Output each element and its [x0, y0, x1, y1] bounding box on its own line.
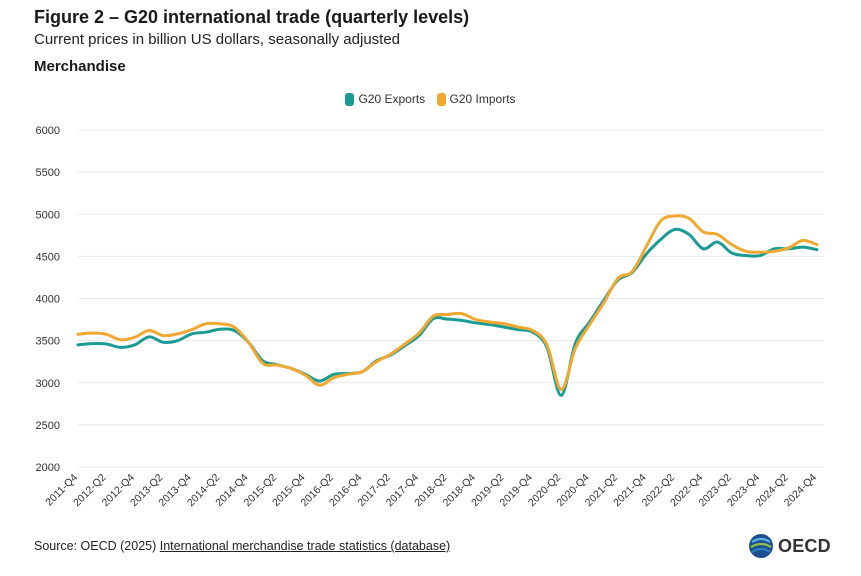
y-axis: 2000 2500 3000 3500 4000 4500 5000 5500 6000 [36, 125, 60, 474]
y-tick-label: 5000 [36, 209, 60, 221]
series-line-exports [76, 227, 819, 397]
legend-label-exports: G20 Exports [358, 92, 426, 106]
y-tick-label: 6000 [36, 125, 60, 137]
chart-subtitle: Current prices in billion US dollars, se… [34, 31, 401, 48]
line-chart: 2000 2500 3000 3500 4000 4500 5000 5500 6000 201… [36, 125, 824, 509]
source-link[interactable]: International merchandise trade statisti… [159, 539, 451, 553]
y-tick-label: 5500 [36, 167, 60, 179]
y-tick-label: 4500 [36, 251, 60, 263]
y-tick-label: 3000 [36, 378, 60, 390]
legend-swatch-imports [436, 92, 446, 106]
oecd-logo-text: OECD [778, 535, 831, 556]
source-prefix: Source: OECD (2025) [34, 539, 160, 553]
legend-swatch-exports [345, 92, 355, 106]
series-layer [76, 214, 819, 397]
chart-title: Figure 2 – G20 international trade (quar… [34, 7, 470, 27]
oecd-logo: OECD [748, 533, 831, 559]
grid-layer [78, 129, 824, 468]
y-tick-label: 2500 [36, 420, 60, 432]
legend-item-imports[interactable]: G20 Imports [436, 92, 516, 106]
legend-item-exports[interactable]: G20 Exports [345, 92, 425, 106]
x-axis: 2011-Q42012-Q22012-Q42013-Q22013-Q42014-… [43, 472, 819, 509]
y-tick-label: 2000 [36, 462, 60, 474]
y-tick-label: 4000 [36, 294, 60, 306]
chart-legend: G20 Exports G20 Imports [0, 92, 861, 109]
legend-label-imports: G20 Imports [449, 92, 516, 106]
series-line-imports [76, 214, 819, 391]
oecd-globe-icon [749, 534, 773, 558]
source-note: Source: OECD (2025) International mercha… [34, 539, 450, 553]
y-tick-label: 3500 [36, 336, 60, 348]
panel-title: Merchandise [34, 58, 126, 75]
